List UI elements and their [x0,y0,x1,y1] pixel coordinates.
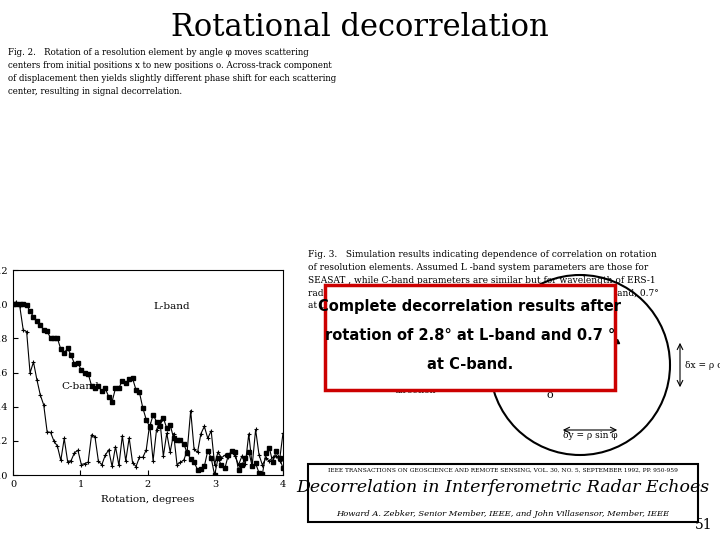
FancyBboxPatch shape [325,285,615,390]
Text: Rotational decorrelation: Rotational decorrelation [171,12,549,43]
Text: 0: 0 [557,300,564,310]
X-axis label: Rotation, degrees: Rotation, degrees [102,495,194,504]
Text: IEEE TRANSACTIONS ON GEOSCIENCE AND REMOTE SENSING, VOL. 30, NO. 5, SEPTEMBER 19: IEEE TRANSACTIONS ON GEOSCIENCE AND REMO… [328,468,678,473]
Text: ρ: ρ [597,327,603,337]
Text: rotation of 2.8° at L-band and 0.7 °: rotation of 2.8° at L-band and 0.7 ° [325,328,615,343]
Text: Decorrelation in Interferometric Radar Echoes: Decorrelation in Interferometric Radar E… [297,479,710,496]
Text: at C-band.: at C-band. [427,357,513,372]
Text: 51: 51 [696,518,713,532]
FancyBboxPatch shape [308,464,698,522]
Text: x,0: x,0 [548,355,562,364]
Text: δx = ρ cos φ: δx = ρ cos φ [685,361,720,369]
Text: x: x [592,300,598,310]
Text: C-band: C-band [62,382,99,392]
Text: Fig. 3.   Simulation results indicating dependence of correlation on rotation
of: Fig. 3. Simulation results indicating de… [308,250,659,310]
Text: Howard A. Zebker, Senior Member, IEEE, and John Villasensor, Member, IEEE: Howard A. Zebker, Senior Member, IEEE, a… [336,510,670,518]
Text: L-band: L-band [153,302,190,312]
Text: Fig. 2.   Rotation of a resolution element by angle φ moves scattering
centers f: Fig. 2. Rotation of a resolution element… [8,48,336,96]
Text: δy = ρ sin φ: δy = ρ sin φ [563,431,617,440]
Text: o: o [546,390,553,400]
Text: Radar
look
direction: Radar look direction [395,362,436,395]
Text: x: x [522,370,528,380]
Text: φ: φ [587,348,593,356]
Text: Complete decorrelation results after: Complete decorrelation results after [318,299,621,314]
